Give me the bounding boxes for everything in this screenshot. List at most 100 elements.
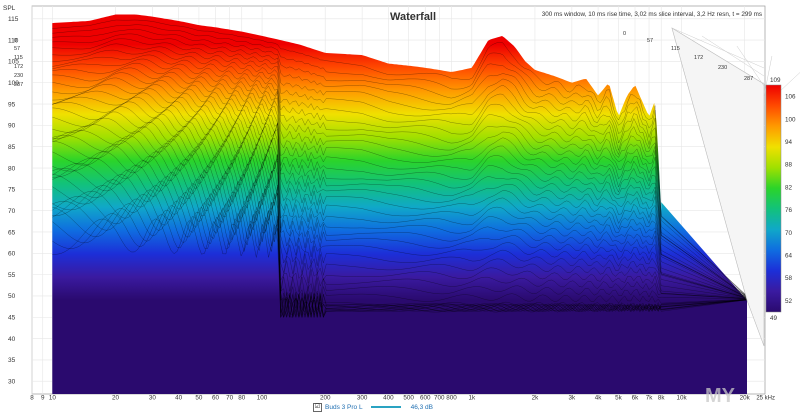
y-tick-label: 45 — [8, 315, 16, 322]
decay-slice-line — [52, 58, 748, 297]
series-name: Buds 3 Pro L — [325, 403, 363, 411]
time-grid-line — [671, 27, 765, 69]
y-tick-label: 35 — [8, 357, 16, 364]
chart-info: 300 ms window, 10 ms rise time, 3,02 ms … — [542, 11, 762, 18]
decay-slice-line — [52, 19, 748, 297]
x-tick-label: 3k — [569, 395, 577, 402]
y-axis-label: SPL — [3, 5, 16, 12]
time-label-right: 287 — [744, 76, 753, 82]
decay-slice-line — [52, 135, 748, 299]
colorbar-tick-label: 58 — [785, 275, 793, 282]
x-tick-label: 8k — [658, 395, 666, 402]
decay-slice-line — [52, 24, 748, 297]
time-label-right: 230 — [718, 65, 727, 71]
colorbar — [765, 84, 782, 313]
x-tick-label: 8 — [30, 395, 34, 402]
colorbar-tick-label: 106 — [785, 94, 796, 101]
x-tick-labels: 8 9 10 20 30 40 50 60 70 80 100 200 300 400 500 600 700 8… — [30, 395, 775, 402]
decay-slice-line — [52, 111, 748, 299]
colorbar-tick-label: 94 — [785, 139, 793, 146]
time-axis-wall — [671, 27, 765, 347]
x-tick-label: 7k — [646, 395, 654, 402]
colorbar-min-label: 49 — [770, 315, 778, 322]
y-tick-label: 30 — [8, 379, 16, 386]
decay-slice-line — [52, 38, 748, 297]
decay-slice-line — [52, 198, 748, 319]
x-tick-label: 30 — [149, 395, 157, 402]
time-grid-line — [763, 55, 773, 97]
decay-slice-line — [52, 218, 748, 318]
time-label-right: 172 — [694, 55, 703, 61]
decay-slice-line — [52, 33, 748, 297]
decay-slice-line — [52, 67, 748, 298]
time-axis-labels: 0 57 115 172 230 287 0 57 115 172 230 287 — [14, 31, 753, 88]
y-tick-label: 55 — [8, 272, 16, 279]
decay-slice-line — [52, 203, 748, 319]
x-tick-label: 4k — [595, 395, 603, 402]
time-label-left: 0 — [14, 38, 17, 44]
y-tick-label: 65 — [8, 229, 16, 236]
decay-slice-line — [52, 77, 748, 298]
x-tick-label: 2k — [532, 395, 540, 402]
watermark-logo: MY — [705, 385, 736, 407]
x-tick-label: 10k — [676, 395, 687, 402]
decay-slice-line — [52, 126, 748, 299]
x-tick-label: 100 — [257, 395, 268, 402]
colorbar-tick-label: 76 — [785, 207, 793, 214]
y-tick-label: 40 — [8, 336, 16, 343]
decay-slice-line — [52, 54, 748, 297]
y-tick-labels: 115 110 105 100 95 90 85 80 75 70 65 60 55 50 45 40 35 30 — [8, 16, 19, 385]
time-label-left: 287 — [14, 82, 23, 88]
decay-slice-line — [52, 28, 748, 297]
series-value: 46,3 dB — [410, 403, 433, 411]
x-tick-label: 20 — [112, 395, 120, 402]
y-tick-label: 85 — [8, 144, 16, 151]
time-label-left: 57 — [14, 46, 20, 52]
decay-slice-line — [52, 169, 748, 318]
time-label-left: 172 — [14, 64, 23, 70]
decay-slice-line — [52, 151, 748, 300]
time-label-right: 57 — [647, 38, 653, 44]
decay-slice-line — [52, 106, 748, 299]
x-tick-label: 800 — [446, 395, 457, 402]
decay-slice-line — [52, 189, 748, 319]
y-tick-label: 90 — [8, 123, 16, 130]
decay-slice-line — [52, 155, 748, 301]
y-tick-label: 110 — [8, 37, 19, 44]
colorbar-max-label: 109 — [770, 77, 781, 84]
decay-slice-line — [52, 62, 748, 298]
colorbar-tick-labels: 106 100 94 88 82 76 70 64 58 52 109 49 — [770, 77, 796, 322]
y-tick-label: 80 — [8, 165, 16, 172]
x-tick-label: 400 — [383, 395, 394, 402]
colorbar-tick-label: 100 — [785, 116, 796, 123]
series-checkbox[interactable]: ☑ — [313, 402, 322, 412]
time-label-right: 115 — [671, 46, 680, 52]
x-tick-label: 600 — [420, 395, 431, 402]
time-grid-line — [736, 45, 765, 87]
y-tick-label: 50 — [8, 293, 16, 300]
y-tick-label: 60 — [8, 251, 16, 258]
x-tick-label: 10 — [49, 395, 57, 402]
y-tick-label: 70 — [8, 208, 16, 215]
decay-slice-line — [52, 72, 748, 298]
decay-slice-line — [52, 193, 748, 318]
x-tick-label: 20k — [740, 395, 751, 402]
time-label-right: 0 — [623, 31, 626, 37]
x-tick-label: 40 — [175, 395, 183, 402]
time-grid-line — [701, 35, 765, 77]
decay-slice-line — [52, 96, 748, 298]
decay-slice-line — [52, 140, 748, 299]
y-tick-label: 100 — [8, 80, 19, 87]
x-tick-label: 50 — [195, 395, 203, 402]
colorbar-tick-label: 70 — [785, 230, 793, 237]
decay-slice-line — [52, 174, 748, 318]
decay-slice-line — [52, 92, 748, 298]
decay-slice-line — [52, 49, 748, 297]
decay-slice-line — [52, 130, 748, 299]
x-tick-label: 700 — [434, 395, 445, 402]
decay-slice-line — [52, 145, 748, 299]
decay-slice-line — [52, 43, 748, 297]
colorbar-tick-label: 64 — [785, 252, 793, 259]
series-swatch — [370, 406, 401, 408]
